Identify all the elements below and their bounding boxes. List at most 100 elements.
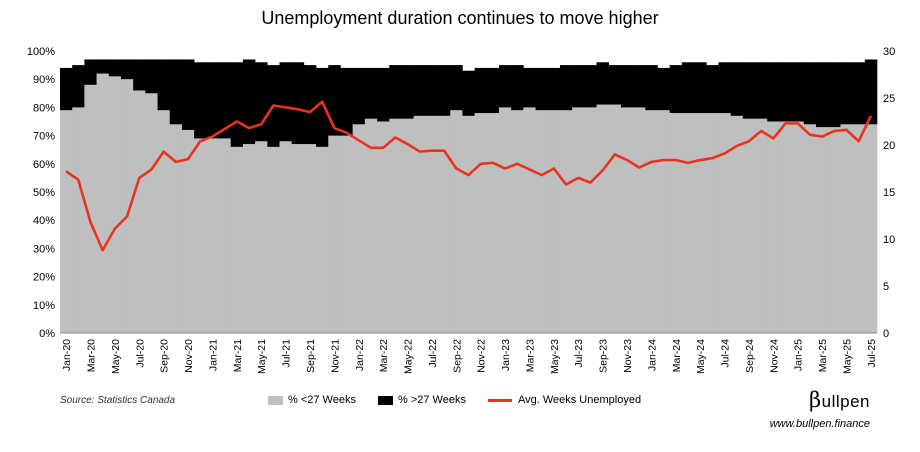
bar-long-term-Apr-23 xyxy=(535,67,549,111)
x-tick-label: Jan-24 xyxy=(646,339,658,371)
y-left-tick-label: 40% xyxy=(33,215,55,227)
legend-item-long-term: % >27 Weeks xyxy=(377,394,466,406)
bar-long-term-Apr-21 xyxy=(242,59,256,145)
chart-plot: 0% 10% 20% 30% 40% 50% 60% 70% 80% 90% 100% 0 5 10 15… xyxy=(27,46,895,374)
bar-short-term-Oct-24 xyxy=(755,118,768,334)
y-right-tick-label: 30 xyxy=(883,46,895,58)
y-left-tick-label: 10% xyxy=(33,300,55,312)
x-tick-label: Jan-23 xyxy=(500,339,512,371)
bar-long-term-Oct-23 xyxy=(608,65,622,105)
x-tick-label: Mar-22 xyxy=(378,339,390,372)
bar-long-term-May-20 xyxy=(108,59,122,77)
bar-long-term-May-25 xyxy=(840,62,853,125)
bar-short-term-Apr-21 xyxy=(242,144,256,333)
legend-swatch-short-term xyxy=(268,395,283,405)
x-tick-label: Mar-25 xyxy=(817,339,829,372)
bar-long-term-Jul-20 xyxy=(133,59,146,91)
bar-long-term-May-21 xyxy=(255,62,268,142)
bar-long-term-Dec-24 xyxy=(779,62,792,122)
chart-legend: % <27 Weeks % >27 Weeks Avg. Weeks Unemp… xyxy=(268,394,663,406)
source-note: Source: Statistics Canada xyxy=(60,395,176,406)
x-tick-label: Nov-23 xyxy=(622,339,634,373)
bar-short-term-Oct-23 xyxy=(608,104,622,333)
bar-long-term-Nov-20 xyxy=(181,59,195,130)
y-right-tick-label: 15 xyxy=(883,187,895,199)
bar-long-term-Mar-21 xyxy=(230,62,244,147)
brand-name: ullpen xyxy=(821,392,870,411)
bar-short-term-May-22 xyxy=(401,118,414,334)
bar-short-term-Feb-25 xyxy=(803,124,817,333)
y-left-tick-label: 100% xyxy=(27,46,55,58)
bar-short-term-Mar-24 xyxy=(669,113,683,333)
bar-short-term-Jul-21 xyxy=(279,141,292,333)
bar-short-term-Dec-22 xyxy=(486,113,500,333)
bar-long-term-Jul-23 xyxy=(572,65,585,108)
legend-label-avg-weeks: Avg. Weeks Unemployed xyxy=(517,394,642,406)
legend-swatch-long-term xyxy=(377,395,393,405)
bar-long-term-Aug-20 xyxy=(145,59,158,94)
bar-short-term-Feb-20 xyxy=(72,107,85,334)
x-tick-label: Mar-23 xyxy=(524,339,536,372)
bar-long-term-Mar-25 xyxy=(816,62,829,128)
bar-short-term-Jun-23 xyxy=(559,110,573,333)
bar-long-term-Oct-20 xyxy=(169,59,183,125)
x-tick-label: Jul-20 xyxy=(134,339,146,368)
bar-long-term-Feb-20 xyxy=(72,65,85,108)
legend-swatch-avg-weeks xyxy=(487,398,512,402)
bar-short-term-Jun-24 xyxy=(706,113,719,333)
bar-short-term-Mar-20 xyxy=(84,84,97,333)
bar-long-term-Nov-24 xyxy=(767,62,780,122)
bar-long-term-Apr-25 xyxy=(828,62,841,128)
bar-long-term-Jan-21 xyxy=(206,62,219,139)
bar-short-term-Mar-23 xyxy=(523,107,536,334)
bar-short-term-Nov-20 xyxy=(181,129,195,333)
x-tick-label: Sep-24 xyxy=(744,339,756,373)
bar-short-term-Oct-21 xyxy=(316,146,329,333)
x-tick-label: Sep-22 xyxy=(451,339,463,373)
bar-long-term-Sep-24 xyxy=(742,62,756,119)
bar-long-term-Apr-22 xyxy=(389,65,402,119)
x-tick-label: Jul-22 xyxy=(427,339,439,368)
y-left-tick-label: 0% xyxy=(39,328,55,340)
bar-short-term-Jan-25 xyxy=(791,121,805,333)
bar-long-term-Feb-24 xyxy=(657,67,671,111)
bar-long-term-Sep-22 xyxy=(450,65,463,111)
legend-label-long-term: % >27 Weeks xyxy=(397,394,466,406)
bar-long-term-Aug-22 xyxy=(438,65,451,116)
bar-short-term-Feb-22 xyxy=(364,118,378,334)
bar-long-term-Jun-20 xyxy=(120,59,134,80)
bar-long-term-Jul-25 xyxy=(864,59,878,125)
bar-short-term-Dec-21 xyxy=(340,135,353,333)
bar-short-term-Feb-23 xyxy=(511,110,524,333)
y-left-tick-label: 70% xyxy=(33,131,55,143)
bar-short-term-Aug-21 xyxy=(291,144,305,333)
bar-short-term-Sep-22 xyxy=(450,110,463,333)
bar-long-term-Oct-24 xyxy=(755,62,768,119)
x-tick-label: Nov-21 xyxy=(329,339,341,373)
x-tick-label: Mar-24 xyxy=(671,339,683,372)
bar-long-term-Dec-22 xyxy=(486,67,500,114)
bar-short-term-Jan-24 xyxy=(645,110,658,333)
x-tick-label: Jul-25 xyxy=(866,339,878,368)
x-tick-label: Jan-22 xyxy=(354,339,366,371)
bar-long-term-Nov-23 xyxy=(620,65,634,108)
bar-long-term-Oct-21 xyxy=(316,67,329,147)
bar-long-term-Aug-23 xyxy=(584,65,597,108)
bar-short-term-May-24 xyxy=(694,113,707,333)
y-left-tick-label: 20% xyxy=(33,272,55,284)
bar-short-term-Jul-24 xyxy=(718,113,731,333)
bar-long-term-Dec-21 xyxy=(340,67,353,136)
bar-short-term-May-21 xyxy=(255,141,268,333)
bar-long-term-Nov-21 xyxy=(328,65,341,136)
x-tick-label: May-24 xyxy=(695,339,707,374)
bar-long-term-May-24 xyxy=(694,62,707,114)
bar-long-term-Jan-20 xyxy=(60,67,73,111)
bar-short-term-Jan-21 xyxy=(206,138,219,333)
bar-long-term-Jul-21 xyxy=(279,62,292,142)
bar-short-term-Mar-25 xyxy=(816,127,829,333)
bar-short-term-Nov-22 xyxy=(474,113,488,333)
x-tick-label: Mar-21 xyxy=(232,339,244,372)
bar-short-term-Jun-21 xyxy=(267,146,280,333)
bar-short-term-Jun-22 xyxy=(413,115,427,333)
bar-long-term-Jun-22 xyxy=(413,65,427,116)
